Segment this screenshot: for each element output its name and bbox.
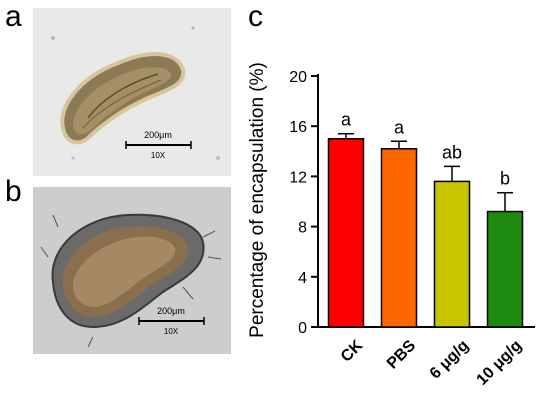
significance-letter: a [341, 110, 352, 130]
x-tick-label: 10 μg/g [474, 337, 526, 389]
x-tick-label: 6 μg/g [427, 337, 472, 382]
encapsulated-specimen-b [40, 213, 222, 348]
y-tick-label: 20 [289, 69, 307, 86]
panel-c-letter: c [248, 0, 263, 33]
scale-bar-a: 200μm 10X [125, 130, 192, 160]
scale-bar-b-magnification: 10X [164, 327, 179, 336]
bar [327, 138, 365, 328]
scale-bar-a-magnification: 10X [151, 151, 166, 160]
significance-letter: a [394, 117, 405, 137]
x-tick-label: CK [338, 337, 367, 366]
nematode-specimen-a [60, 52, 186, 145]
significance-letter: ab [442, 142, 462, 162]
bar [380, 148, 418, 328]
scale-bar-b: 200μm 10X [138, 306, 205, 336]
micrograph-a: 200μm 10X [33, 8, 231, 176]
x-tick-label: PBS [384, 337, 420, 373]
y-tick-label: 16 [289, 119, 307, 136]
bar [433, 180, 471, 328]
significance-letter: b [500, 169, 510, 189]
panel-b-letter: b [5, 175, 22, 208]
panel-a-letter: a [5, 0, 22, 33]
y-tick-label: 0 [298, 320, 307, 337]
y-tick-label: 8 [298, 220, 307, 237]
micrograph-b: 200μm 10X [33, 187, 231, 354]
scale-bar-a-length: 200μm [144, 130, 172, 140]
y-tick-label: 12 [289, 169, 307, 186]
scale-bar-b-length: 200μm [157, 306, 185, 316]
bar [486, 210, 524, 328]
y-tick-label: 4 [298, 270, 307, 287]
y-axis-label: Percentage of encapsulation (%) [247, 62, 268, 338]
